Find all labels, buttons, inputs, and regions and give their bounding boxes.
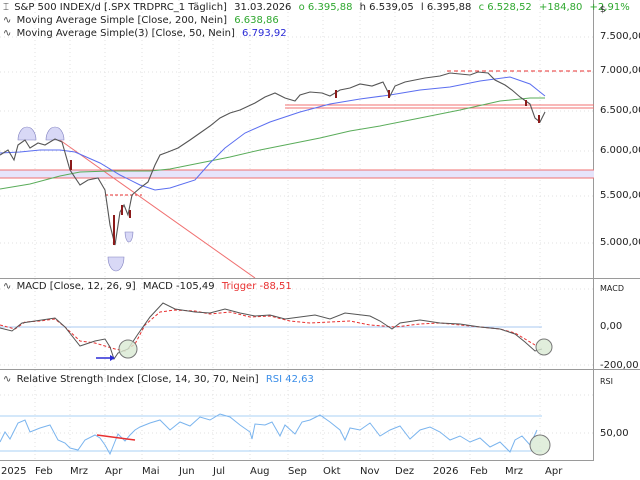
rsi-legend[interactable]: ∿ Relative Strength Index [Close, 14, 30… bbox=[3, 374, 314, 386]
x-tick: 2025 bbox=[1, 466, 27, 477]
low-value: 6.395,88 bbox=[426, 2, 472, 13]
rsi-tick: 50,00 bbox=[600, 428, 629, 439]
line-indicator-icon: ∿ bbox=[3, 28, 12, 39]
x-tick: Dez bbox=[395, 466, 415, 477]
price-tick: 6.000,00 bbox=[600, 145, 640, 156]
price-tick: 7.500,00 bbox=[600, 31, 640, 42]
price-tick: 5.000,00 bbox=[600, 237, 640, 248]
line-indicator-icon: ∿ bbox=[3, 15, 12, 26]
close-label: c bbox=[478, 2, 485, 13]
high-value: 6.539,05 bbox=[369, 2, 414, 13]
line-indicator-icon: ∿ bbox=[3, 374, 12, 385]
currency-label: $ bbox=[600, 5, 606, 15]
open-value: 6.395,88 bbox=[307, 2, 353, 13]
x-tick: Apr bbox=[545, 466, 563, 477]
x-tick: Mrz bbox=[70, 466, 88, 477]
macd-axis-title: MACD bbox=[600, 284, 624, 293]
x-tick: Feb bbox=[470, 466, 488, 477]
price-chart bbox=[0, 0, 594, 278]
symbol-label: S&P 500 INDEX/d [.SPX TRDPRC_1 Täglich] bbox=[14, 2, 227, 13]
x-tick: Jul bbox=[213, 466, 226, 477]
ma200-value: 6.638,86 bbox=[234, 15, 279, 26]
line-indicator-icon: ∿ bbox=[3, 281, 12, 292]
rsi-chart bbox=[0, 370, 594, 460]
x-tick: Apr bbox=[105, 466, 123, 477]
rsi-value: RSI 42,63 bbox=[265, 374, 314, 385]
macd-pane[interactable]: ∿ MACD [Close, 12, 26, 9] MACD -105,49 T… bbox=[0, 279, 594, 369]
x-tick: 2026 bbox=[433, 466, 459, 477]
x-tick: Feb bbox=[35, 466, 53, 477]
price-pane[interactable]: ⌶ S&P 500 INDEX/d [.SPX TRDPRC_1 Täglich… bbox=[0, 0, 630, 278]
pane-divider[interactable] bbox=[0, 278, 640, 279]
price-tick: 6.500,00 bbox=[600, 105, 640, 116]
x-tick: Jun bbox=[179, 466, 195, 477]
rsi-label: Relative Strength Index [Close, 14, 30, … bbox=[16, 374, 259, 385]
date-label: 31.03.2026 bbox=[234, 2, 292, 13]
change-pct: +2,91% bbox=[589, 2, 630, 13]
rsi-pane[interactable]: ∿ Relative Strength Index [Close, 14, 30… bbox=[0, 370, 594, 460]
x-tick: Aug bbox=[250, 466, 270, 477]
time-axis[interactable]: 2025 Feb Mrz Apr Mai Jun Jul Aug Sep Okt… bbox=[0, 461, 594, 480]
x-tick: Okt bbox=[323, 466, 341, 477]
open-label: o bbox=[298, 2, 305, 13]
macd-tick: 0,00 bbox=[600, 321, 623, 332]
x-tick: Mai bbox=[142, 466, 160, 477]
pane-divider[interactable] bbox=[0, 369, 640, 370]
ma50-value: 6.793,92 bbox=[242, 28, 287, 39]
trigger-value: Trigger -88,51 bbox=[221, 281, 292, 292]
high-label: h bbox=[359, 2, 366, 13]
macd-legend[interactable]: ∿ MACD [Close, 12, 26, 9] MACD -105,49 T… bbox=[3, 281, 292, 293]
x-tick: Sep bbox=[288, 466, 307, 477]
ma50-label: Moving Average Simple(3) [Close, 50, Nei… bbox=[16, 28, 235, 39]
change-value: +184,80 bbox=[538, 2, 583, 13]
price-legend: ⌶ S&P 500 INDEX/d [.SPX TRDPRC_1 Täglich… bbox=[3, 2, 630, 14]
candlestick-icon: ⌶ bbox=[3, 2, 9, 13]
macd-chart bbox=[0, 279, 594, 369]
price-tick: 7.000,00 bbox=[600, 65, 640, 76]
macd-tick: -200,00 bbox=[600, 360, 639, 371]
price-tick: 5.500,00 bbox=[600, 190, 640, 201]
ma200-label: Moving Average Simple [Close, 200, Nein] bbox=[16, 15, 228, 26]
rsi-axis-title: RSI bbox=[600, 377, 613, 386]
ma50-legend[interactable]: ∿ Moving Average Simple(3) [Close, 50, N… bbox=[3, 28, 287, 40]
x-tick: Mrz bbox=[505, 466, 523, 477]
ma200-legend[interactable]: ∿ Moving Average Simple [Close, 200, Nei… bbox=[3, 15, 279, 27]
time-axis-divider bbox=[0, 460, 594, 461]
low-label: l bbox=[420, 2, 424, 13]
macd-value: MACD -105,49 bbox=[142, 281, 215, 292]
x-tick: Nov bbox=[360, 466, 380, 477]
close-value: 6.528,52 bbox=[487, 2, 532, 13]
macd-label: MACD [Close, 12, 26, 9] bbox=[16, 281, 136, 292]
